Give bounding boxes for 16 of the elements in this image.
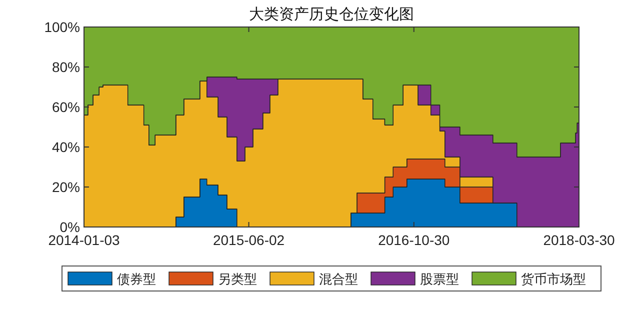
y-tick-label: 20% bbox=[52, 178, 80, 195]
chart-title: 大类资产历史仓位变化图 bbox=[249, 5, 414, 23]
x-tick-label: 2015-06-02 bbox=[212, 232, 285, 248]
legend-label: 货币市场型 bbox=[521, 272, 586, 288]
y-tick-label: 40% bbox=[52, 138, 80, 155]
x-tick-label: 2016-10-30 bbox=[378, 232, 450, 248]
y-tick-label: 0% bbox=[60, 218, 80, 235]
y-tick-label: 80% bbox=[52, 58, 80, 75]
legend-label: 混合型 bbox=[319, 272, 358, 288]
legend-label: 另类型 bbox=[218, 272, 257, 288]
x-tick-label: 2018-03-30 bbox=[543, 232, 616, 248]
x-tick-label: 2014-01-03 bbox=[48, 232, 120, 248]
legend-label: 股票型 bbox=[420, 272, 459, 288]
y-tick-label: 60% bbox=[52, 98, 80, 115]
legend-label: 债券型 bbox=[117, 272, 156, 288]
y-tick-label: 100% bbox=[44, 18, 80, 35]
